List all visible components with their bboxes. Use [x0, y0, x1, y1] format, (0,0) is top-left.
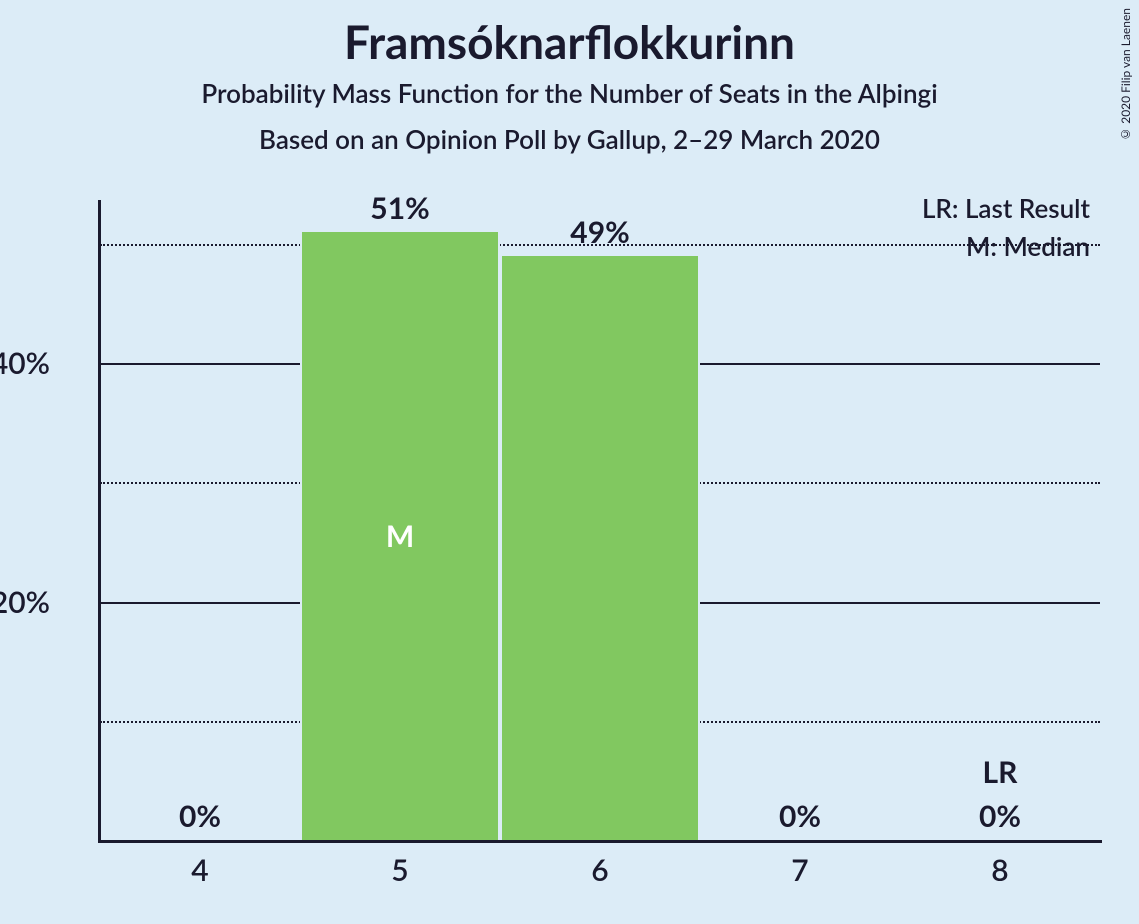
xtick-label: 6	[591, 852, 608, 888]
bar-value-label: 51%	[370, 190, 429, 226]
chart-subtitle-2: Based on an Opinion Poll by Gallup, 2–29…	[0, 123, 1139, 155]
bar-value-label: 0%	[779, 798, 821, 834]
chart-title: Framsóknarflokkurinn	[0, 10, 1139, 69]
y-axis	[98, 200, 101, 842]
plot-area: LR: Last Result M: Median 20%40%0%451%5M…	[100, 220, 1100, 840]
titles-block: Framsóknarflokkurinn Probability Mass Fu…	[0, 0, 1139, 155]
bar-value-label: 0%	[179, 798, 221, 834]
xtick-label: 4	[191, 852, 208, 888]
bar	[500, 256, 700, 840]
chart-container: © 2020 Filip van Laenen Framsóknarflokku…	[0, 0, 1139, 924]
copyright-text: © 2020 Filip van Laenen	[1118, 8, 1133, 142]
legend: LR: Last Result M: Median	[922, 192, 1090, 268]
median-marker: M	[386, 518, 414, 554]
bar-value-label: 49%	[570, 214, 629, 250]
legend-lr: LR: Last Result	[922, 192, 1090, 224]
ytick-label: 40%	[0, 345, 50, 381]
xtick-label: 7	[791, 852, 808, 888]
legend-m: M: Median	[922, 230, 1090, 262]
ytick-label: 20%	[0, 584, 50, 620]
xtick-label: 5	[391, 852, 408, 888]
xtick-label: 8	[991, 852, 1008, 888]
chart-subtitle-1: Probability Mass Function for the Number…	[0, 77, 1139, 109]
x-axis	[98, 840, 1102, 843]
last-result-marker: LR	[983, 754, 1018, 790]
bar-value-label: 0%	[979, 798, 1021, 834]
